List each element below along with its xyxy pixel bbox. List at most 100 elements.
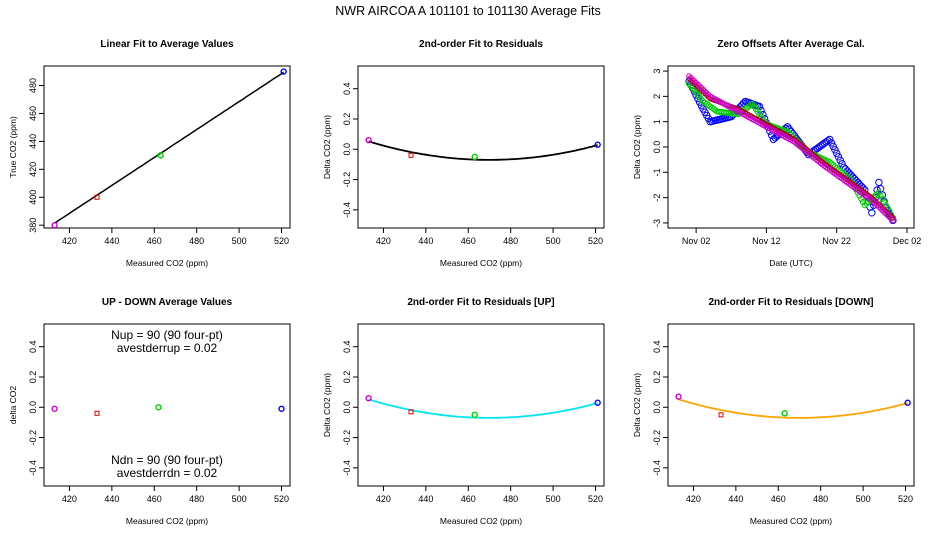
x-tick-label: 440 (418, 494, 433, 504)
y-tick-label: -0.4 (342, 460, 352, 476)
series-marker (877, 192, 884, 199)
x-tick-label: 520 (274, 236, 289, 246)
x-tick-label: 440 (104, 494, 119, 504)
y-tick-label: 0.0 (652, 141, 662, 154)
series-marker (834, 153, 843, 161)
x-tick-label: 440 (728, 494, 743, 504)
series-marker (831, 146, 839, 154)
series-marker (884, 212, 891, 219)
data-point (365, 394, 372, 402)
y-tick-label: 0.2 (342, 371, 352, 384)
plot-area (365, 394, 601, 419)
series-marker (805, 150, 812, 157)
plot-area (51, 404, 285, 416)
data-point (594, 399, 601, 406)
x-tick-label: 480 (503, 494, 518, 504)
fit-line (368, 398, 598, 419)
series-marker (809, 153, 815, 160)
x-tick-label: 480 (189, 494, 204, 504)
series-marker (686, 73, 692, 79)
annotation: Nup = 90 (90 four-pt) (111, 328, 223, 342)
y-tick-label: -2 (652, 194, 662, 202)
series-marker (874, 202, 880, 209)
annotation: avestderrdn = 0.02 (117, 466, 218, 480)
series-marker (793, 140, 800, 147)
x-tick-label: Nov 02 (682, 236, 711, 246)
x-tick-label: 500 (232, 494, 247, 504)
y-tick-label: -0.4 (28, 460, 38, 476)
y-tick-label: -0.4 (342, 202, 352, 218)
x-tick-label: Dec 02 (893, 236, 922, 246)
series-marker (796, 143, 803, 150)
series-marker (827, 139, 836, 147)
plot-frame (43, 323, 291, 487)
x-tick-label: 420 (62, 494, 77, 504)
fit-line (678, 398, 908, 419)
y-tick-label: -0.2 (342, 172, 352, 188)
series-marker (861, 202, 868, 209)
series-marker (698, 85, 705, 91)
fit-line (54, 71, 285, 224)
panel-title: UP - DOWN Average Values (102, 297, 233, 308)
x-tick-label: 420 (376, 236, 391, 246)
y-tick-label: -0.2 (342, 430, 352, 446)
x-axis-label: Measured CO2 (ppm) (750, 516, 832, 526)
data-point (365, 136, 372, 144)
x-tick-label: 500 (232, 236, 247, 246)
series-marker (881, 209, 887, 215)
x-tick-label: 460 (461, 494, 476, 504)
series-marker (879, 207, 886, 214)
y-tick-label: -1 (652, 168, 662, 176)
x-axis-label: Measured CO2 (ppm) (126, 258, 208, 268)
series-marker (870, 198, 877, 205)
plot-frame (357, 65, 605, 229)
y-tick-label: 400 (28, 190, 38, 205)
x-tick-label: 520 (274, 494, 289, 504)
y-tick-label: 0.4 (342, 340, 352, 353)
x-tick-label: 480 (189, 236, 204, 246)
x-tick-label: 440 (418, 236, 433, 246)
x-tick-label: 460 (461, 236, 476, 246)
panel-5: 2nd-order Fit to Residuals [UP] 420 440 460… (322, 297, 605, 526)
series-marker (703, 90, 710, 96)
y-tick-label: 0.2 (652, 371, 662, 384)
annotation: Ndn = 90 (90 four-pt) (111, 453, 223, 467)
data-point (675, 393, 682, 400)
x-tick-label: Nov 12 (752, 236, 781, 246)
y-tick-label: -0.2 (652, 430, 662, 446)
series-marker (838, 160, 846, 168)
series-marker (836, 156, 844, 165)
y-tick-label: 0.0 (342, 401, 352, 414)
data-point (155, 404, 162, 411)
annotation: avestderrup = 0.02 (117, 341, 218, 355)
panel-1: Linear Fit to Average Values 420 440 460 480… (8, 39, 291, 268)
y-axis-label: Delta CO2 (ppm) (322, 115, 332, 179)
x-tick-label: 420 (62, 236, 77, 246)
series-marker (826, 135, 834, 144)
y-tick-label: 480 (28, 78, 38, 93)
x-tick-label: 500 (546, 494, 561, 504)
x-tick-label: 520 (898, 494, 913, 504)
data-point (781, 410, 788, 417)
x-tick-label: 440 (104, 236, 119, 246)
series-marker (814, 157, 821, 164)
y-tick-label: 2 (652, 94, 662, 99)
y-tick-label: -0.2 (28, 430, 38, 446)
x-tick-label: 520 (588, 494, 603, 504)
x-tick-label: 480 (503, 236, 518, 246)
series-marker (890, 217, 896, 224)
series-marker (876, 204, 882, 210)
data-point (471, 153, 478, 161)
plot-area (365, 136, 601, 161)
series-marker (693, 80, 699, 86)
series-marker (872, 200, 879, 207)
panel-3: Zero Offsets After Average Cal. Nov 02 Nov… (632, 39, 921, 268)
data-point (594, 141, 601, 148)
y-tick-label: 380 (28, 218, 38, 233)
x-tick-label: 480 (813, 494, 828, 504)
data-point (94, 194, 100, 200)
series-marker (700, 86, 706, 93)
y-tick-label: 0.4 (342, 82, 352, 95)
data-point (51, 405, 58, 412)
series-marker (875, 178, 883, 187)
